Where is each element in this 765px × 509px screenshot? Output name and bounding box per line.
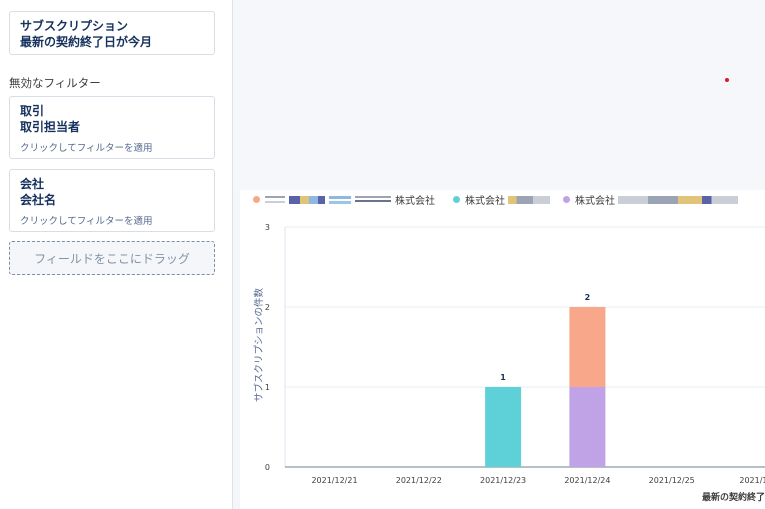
legend-color-swatch — [453, 196, 460, 203]
legend-item-1[interactable]: 株式会社 — [253, 192, 435, 207]
legend-redacted-text — [265, 195, 285, 204]
map-panel[interactable] — [233, 0, 765, 190]
x-tick-label: 2021/12/25 — [649, 476, 695, 485]
x-axis-title: 最新の契約終了 — [701, 493, 765, 503]
y-tick-label: 2 — [265, 303, 270, 312]
inactive-filters-heading: 無効なフィルター — [9, 76, 101, 90]
inactive-filter-deal-owner[interactable]: 取引 取引担当者 クリックしてフィルターを適用 — [9, 96, 215, 159]
inactive-filter-company-name[interactable]: 会社 会社名 クリックしてフィルターを適用 — [9, 169, 215, 232]
legend-label: 株式会社 — [465, 196, 505, 207]
bar-total-label: 1 — [500, 373, 506, 382]
panel-divider — [232, 0, 233, 509]
bar-segment — [485, 387, 522, 467]
filter-object-label: 取引 — [20, 104, 45, 118]
legend-redacted-text — [355, 195, 391, 204]
legend-label: 株式会社 — [395, 196, 435, 207]
filter-field-label: 会社名 — [20, 193, 57, 207]
x-tick-label: 2021/12/21 — [311, 476, 357, 485]
filter-field-label: 取引担当者 — [20, 120, 81, 134]
legend-color-swatch — [563, 196, 570, 203]
y-tick-label: 0 — [265, 463, 270, 472]
legend-label: 株式会社 — [575, 196, 615, 207]
map-marker[interactable] — [725, 78, 729, 82]
filter-panel: サブスクリプション 最新の契約終了日が今月 無効なフィルター 取引 取引担当者 … — [0, 0, 232, 509]
legend-redacted-text — [508, 195, 550, 204]
field-drop-zone[interactable]: フィールドをここにドラッグ — [9, 241, 215, 275]
bar-total-label: 2 — [585, 293, 591, 302]
filter-object-label: 会社 — [20, 177, 45, 191]
legend-redacted-text — [329, 195, 351, 204]
x-tick-label: 2021/12/24 — [564, 476, 610, 485]
active-filter-object: サブスクリプション — [20, 19, 129, 33]
filter-apply-hint: クリックしてフィルターを適用 — [20, 216, 153, 227]
legend-redacted-text — [618, 195, 738, 204]
y-axis-title: サブスクリプションの件数 — [254, 287, 265, 402]
x-tick-label: 2021/12/23 — [480, 476, 526, 485]
filter-apply-hint: クリックしてフィルターを適用 — [20, 143, 153, 154]
x-tick-label: 2021/12/22 — [396, 476, 442, 485]
legend-color-swatch — [253, 196, 260, 203]
legend-redacted-text — [289, 195, 325, 204]
active-filter-card[interactable]: サブスクリプション 最新の契約終了日が今月 — [9, 11, 215, 55]
y-tick-label: 3 — [265, 223, 270, 232]
x-tick-label: 2021/12 — [739, 476, 765, 485]
active-filter-condition: 最新の契約終了日が今月 — [20, 35, 153, 49]
legend-item-2[interactable]: 株式会社 — [453, 192, 554, 207]
bar-segment — [569, 387, 606, 467]
y-tick-label: 1 — [265, 383, 270, 392]
bar-segment — [569, 307, 606, 387]
legend-item-3[interactable]: 株式会社 — [563, 192, 742, 207]
